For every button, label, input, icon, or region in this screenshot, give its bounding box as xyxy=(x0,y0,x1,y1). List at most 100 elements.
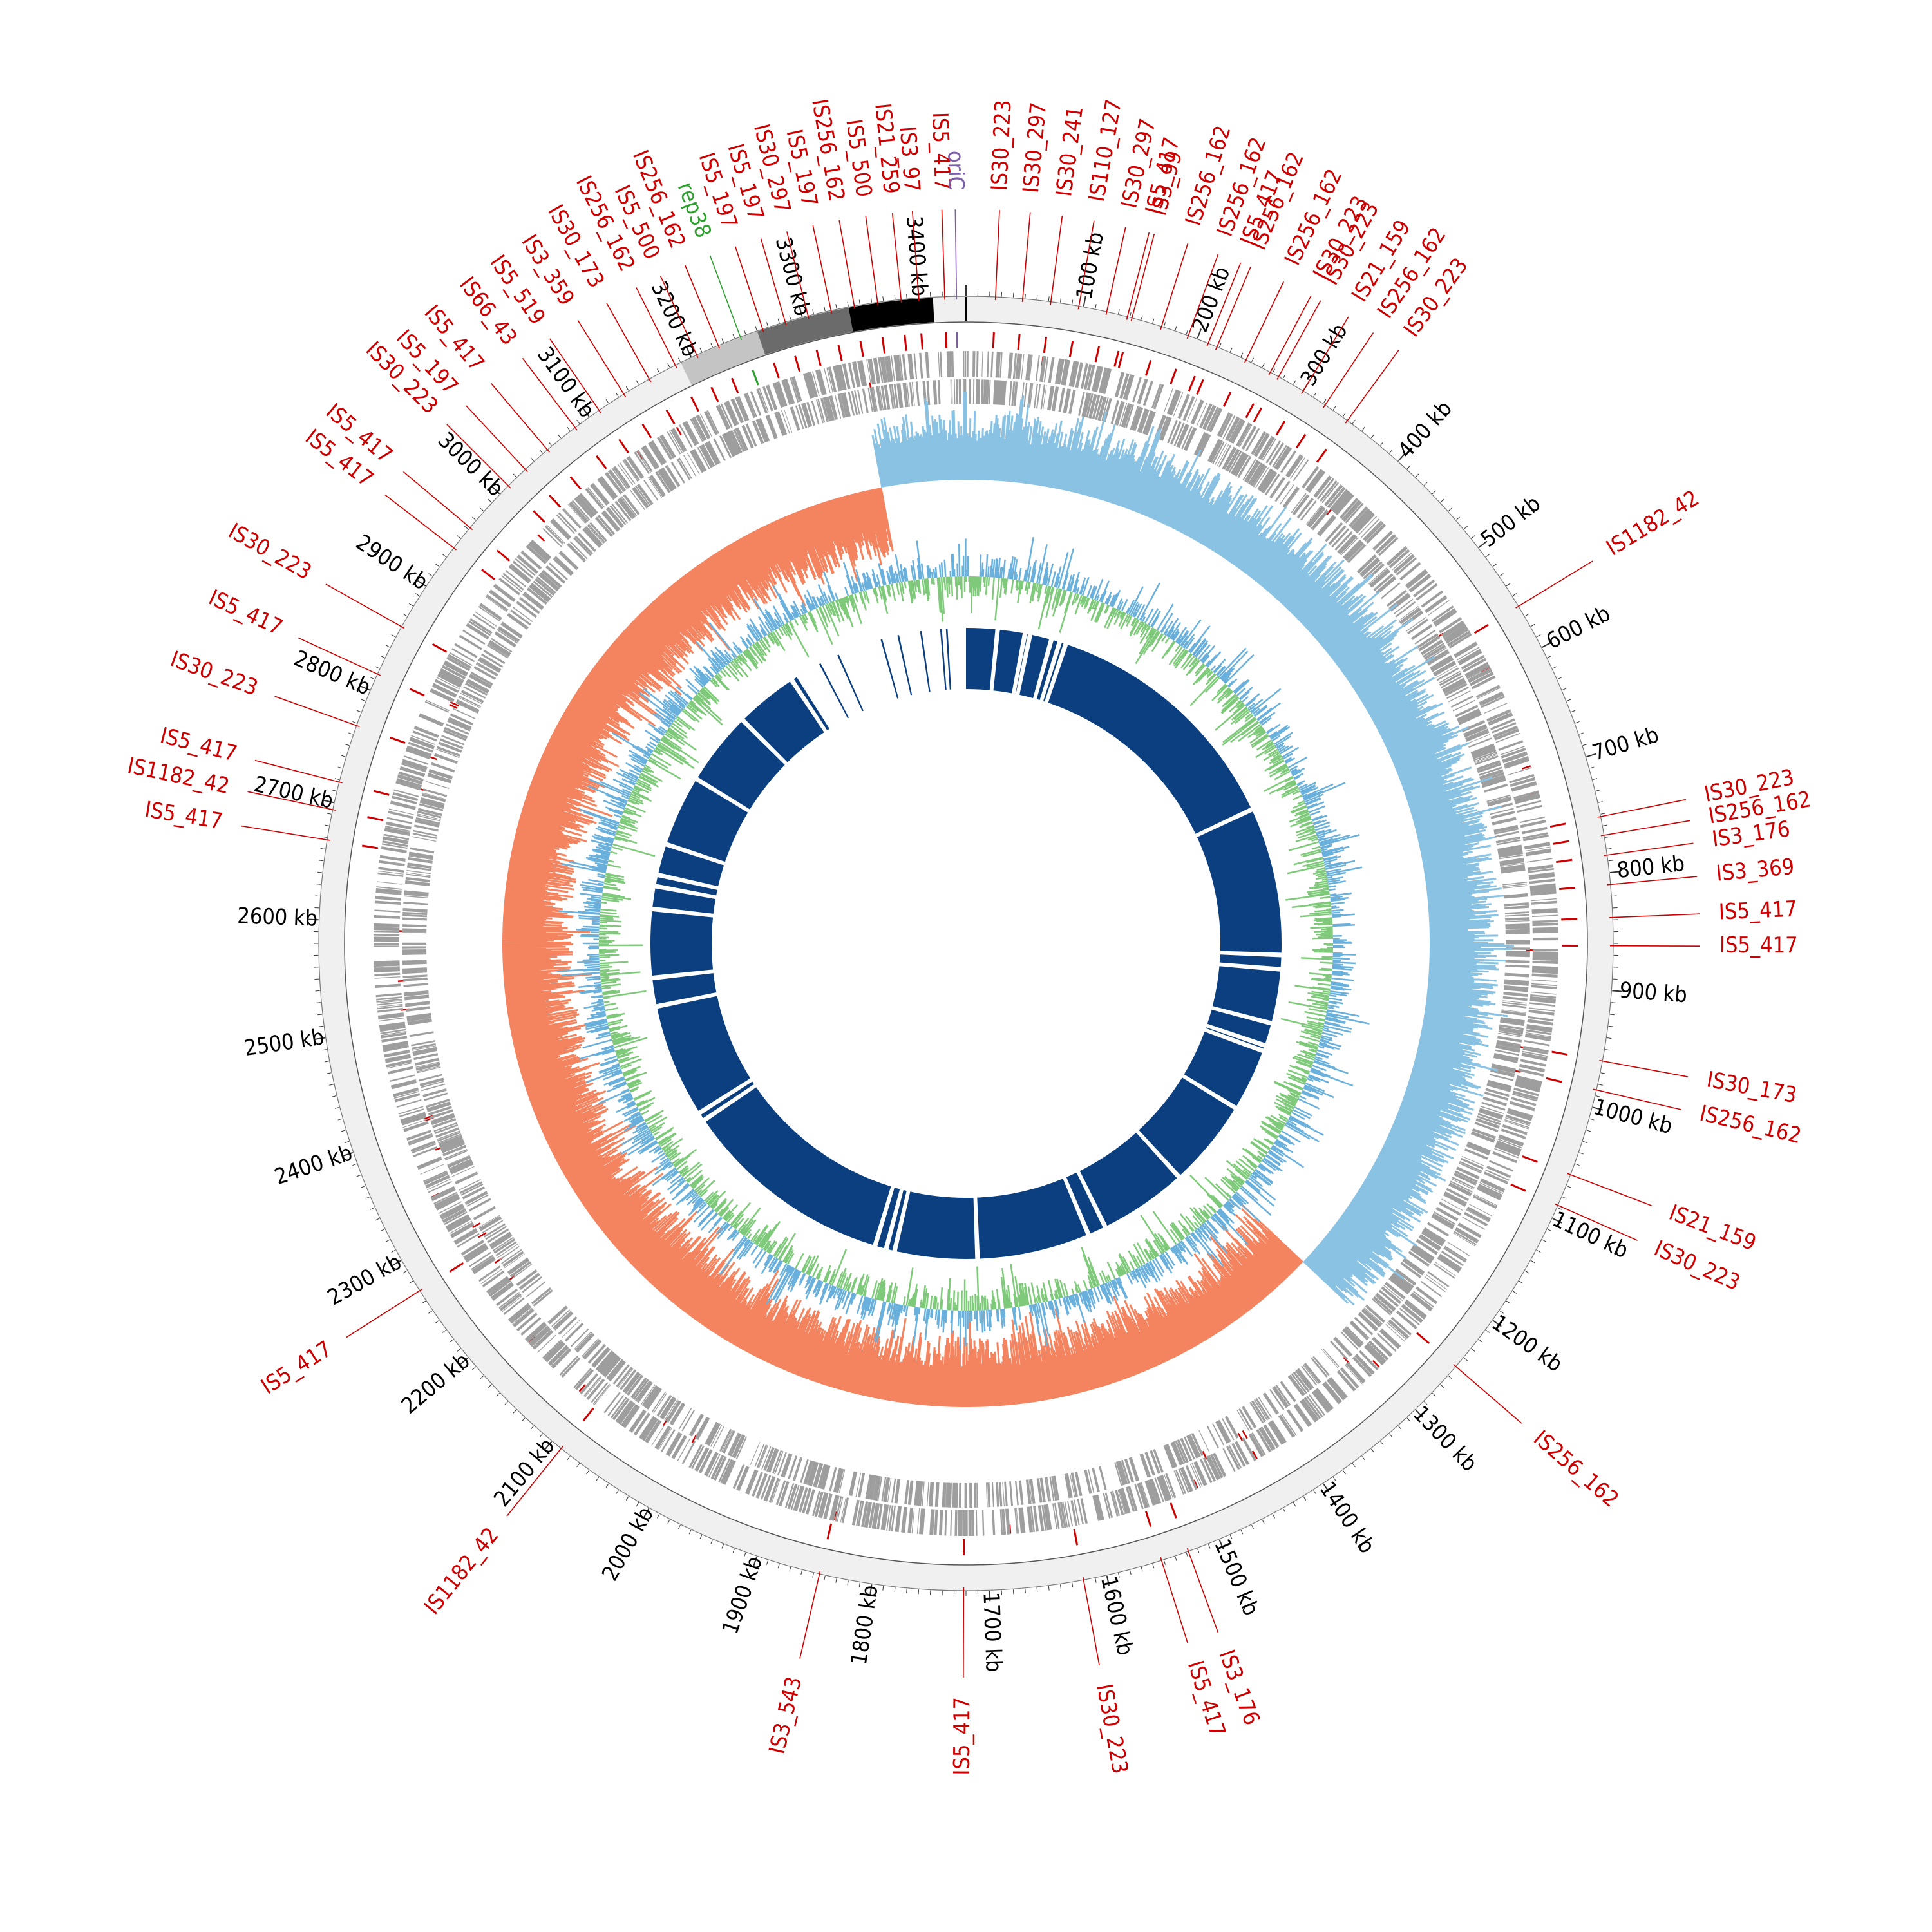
is-mark xyxy=(731,377,739,393)
minor-tick xyxy=(1589,1118,1595,1121)
minor-tick xyxy=(1582,744,1587,746)
minor-tick xyxy=(1332,1477,1336,1481)
is-mark xyxy=(1245,402,1255,419)
major-tick xyxy=(360,685,370,691)
major-tick xyxy=(1586,753,1596,758)
major-tick xyxy=(1552,1218,1562,1224)
minor-tick xyxy=(667,1519,670,1524)
minor-tick xyxy=(1562,1196,1567,1199)
minor-tick xyxy=(677,1524,681,1530)
minor-tick xyxy=(1512,593,1517,596)
minor-tick xyxy=(721,1544,724,1549)
minor-tick xyxy=(605,399,609,404)
minor-tick xyxy=(777,1564,780,1569)
minor-tick xyxy=(1361,1455,1365,1461)
synteny-block xyxy=(697,722,785,810)
minor-tick xyxy=(789,315,791,320)
minor-tick xyxy=(1025,294,1026,299)
gc-content-track-layer xyxy=(556,536,1370,1349)
synteny-sliver xyxy=(945,628,951,690)
label-leader-line xyxy=(954,209,958,300)
minor-tick xyxy=(1578,1152,1584,1155)
minor-tick xyxy=(1593,778,1598,781)
minor-tick xyxy=(391,634,396,638)
label-leader-line xyxy=(1599,1059,1689,1077)
is-mark xyxy=(992,332,995,349)
is-element-label: IS5_417 xyxy=(949,1697,975,1776)
synteny-block xyxy=(1066,1172,1103,1234)
synteny-block xyxy=(1206,1027,1264,1049)
minor-tick xyxy=(1163,1560,1166,1565)
is-feature-mark xyxy=(1372,1359,1380,1368)
major-tick xyxy=(1197,328,1202,339)
minor-tick xyxy=(352,1163,357,1166)
minor-tick xyxy=(1186,1552,1189,1557)
synteny-block xyxy=(1015,634,1028,694)
is-feature-mark xyxy=(478,1232,487,1238)
origin-label: oriC xyxy=(943,151,969,191)
label-leader-line xyxy=(1082,1577,1100,1666)
minor-tick xyxy=(1118,309,1120,314)
minor-tick xyxy=(777,318,780,323)
synteny-block xyxy=(793,677,830,730)
is-mark xyxy=(481,569,495,580)
minor-tick xyxy=(576,1463,580,1468)
is-feature-mark xyxy=(537,534,545,542)
minor-tick xyxy=(656,368,660,374)
minor-tick xyxy=(1197,1548,1200,1553)
label-leader-line xyxy=(402,471,473,531)
minor-tick xyxy=(812,1573,814,1578)
is-element-label: IS5_417 xyxy=(1719,933,1798,958)
tick-label: 2300 kb xyxy=(323,1249,406,1311)
minor-tick xyxy=(1095,304,1097,309)
minor-tick xyxy=(332,790,337,791)
is-element-label: IS3_543 xyxy=(764,1674,807,1756)
label-leader-line xyxy=(891,213,902,303)
minor-tick xyxy=(1589,766,1595,769)
minor-tick xyxy=(1575,721,1580,724)
label-leader-line xyxy=(1609,945,1700,947)
minor-tick xyxy=(766,322,769,327)
minor-tick xyxy=(361,699,366,701)
synteny-block xyxy=(657,996,751,1111)
minor-tick xyxy=(1175,326,1177,331)
ring-segment-3 xyxy=(848,298,934,332)
minor-tick xyxy=(605,1483,609,1488)
is-mark xyxy=(1316,448,1328,463)
minor-tick xyxy=(1262,1519,1265,1524)
minor-tick xyxy=(835,1578,837,1583)
is-element-label: IS30_223 xyxy=(1091,1682,1133,1776)
minor-tick xyxy=(1566,1186,1571,1188)
minor-tick xyxy=(324,824,329,826)
minor-tick xyxy=(457,535,461,539)
minor-tick xyxy=(688,1530,692,1535)
minor-tick xyxy=(442,554,446,558)
is-mark xyxy=(1113,350,1120,367)
is-mark xyxy=(815,350,822,366)
minor-tick xyxy=(586,1470,590,1475)
minor-tick xyxy=(1272,368,1276,374)
is-mark xyxy=(596,455,607,469)
minor-tick xyxy=(1512,1291,1517,1294)
is-feature-mark xyxy=(1202,1450,1208,1460)
label-leader-line xyxy=(1160,243,1189,330)
is-element-label: IS1182_42 xyxy=(419,1522,504,1619)
minor-tick xyxy=(1072,1582,1074,1587)
label-leader-line xyxy=(577,319,626,397)
label-leader-line xyxy=(786,231,810,319)
minor-tick xyxy=(1524,1270,1530,1274)
minor-tick xyxy=(882,296,884,301)
minor-tick xyxy=(361,1186,366,1188)
minor-tick xyxy=(513,473,517,478)
minor-tick xyxy=(317,871,323,873)
is-feature-mark xyxy=(1237,1432,1244,1442)
is-mark xyxy=(1549,822,1566,828)
label-leader-line xyxy=(1323,332,1374,408)
tick-label: 900 kb xyxy=(1618,978,1688,1009)
tick-label: 1000 kb xyxy=(1591,1094,1675,1139)
minor-tick xyxy=(1571,710,1576,713)
major-tick xyxy=(323,799,334,804)
synteny-block xyxy=(705,1087,891,1245)
minor-tick xyxy=(1397,1425,1402,1430)
